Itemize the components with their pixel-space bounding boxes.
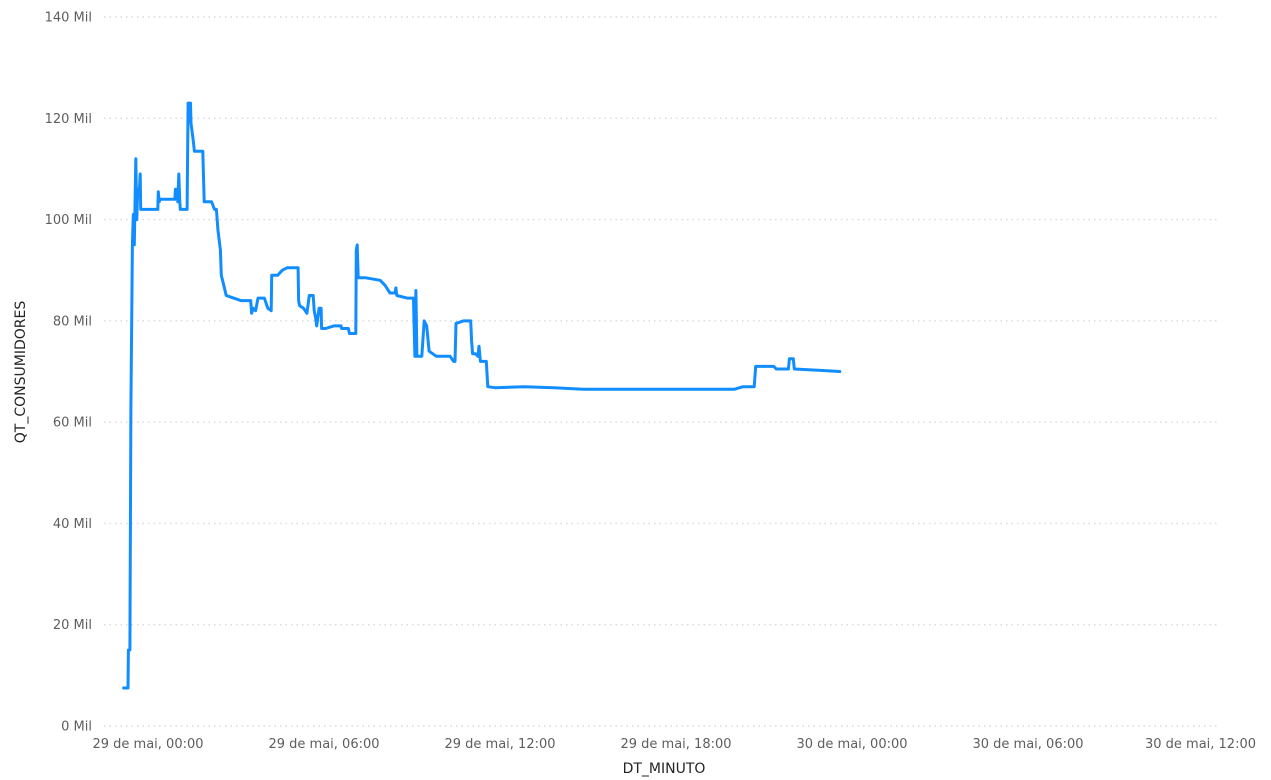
gridlines [104, 16, 1218, 727]
y-tick-label: 120 Mil [45, 112, 92, 127]
y-tick-label: 0 Mil [61, 720, 92, 735]
series-line [122, 101, 842, 690]
y-tick-label: 140 Mil [45, 11, 92, 26]
y-tick-label: 40 Mil [53, 517, 92, 532]
y-tick-label: 100 Mil [45, 213, 92, 228]
x-tick-label: 29 de mai, 00:00 [92, 737, 203, 752]
x-tick-label: 29 de mai, 18:00 [620, 737, 731, 752]
y-tick-label: 80 Mil [53, 314, 92, 329]
series-layer [122, 101, 842, 690]
y-axis-tick-labels: 0 Mil 20 Mil 40 Mil 60 Mil 80 Mil 100 Mil 120 … [45, 11, 92, 735]
x-axis-tick-labels: 29 de mai, 00:00 29 de mai, 06:00 29 de ma… [92, 737, 1256, 752]
x-tick-label: 29 de mai, 12:00 [444, 737, 555, 752]
x-tick-label: 30 de mai, 12:00 [1145, 737, 1256, 752]
x-axis-title: DT_MINUTO [623, 761, 706, 777]
y-tick-label: 60 Mil [53, 416, 92, 431]
y-axis-title: QT_CONSUMIDORES [13, 301, 29, 444]
y-tick-label: 20 Mil [53, 618, 92, 633]
x-tick-label: 29 de mai, 06:00 [268, 737, 379, 752]
x-tick-label: 30 de mai, 06:00 [972, 737, 1083, 752]
x-tick-label: 30 de mai, 00:00 [796, 737, 907, 752]
